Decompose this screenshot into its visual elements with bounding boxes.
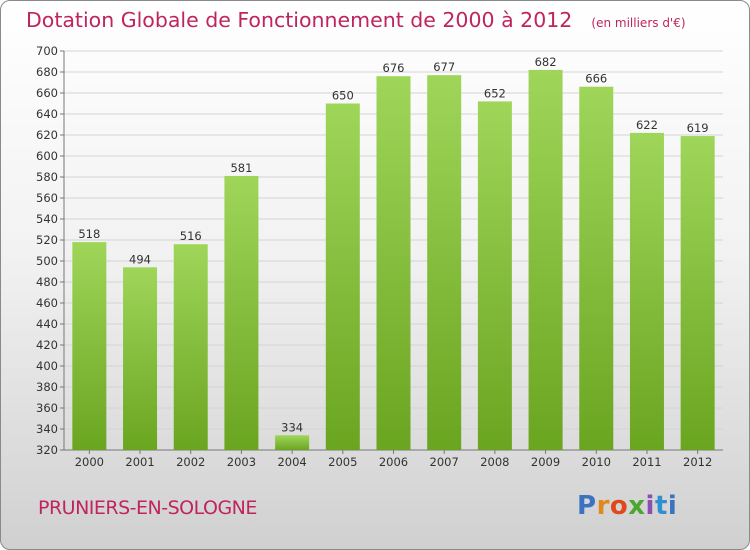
y-tick-label: 320 bbox=[36, 443, 58, 457]
data-label: 677 bbox=[433, 60, 455, 74]
y-tick-label: 340 bbox=[36, 422, 58, 436]
y-tick-label: 480 bbox=[36, 275, 58, 289]
bar-2009 bbox=[528, 69, 563, 451]
y-tick-label: 540 bbox=[36, 212, 58, 226]
data-label: 650 bbox=[332, 89, 354, 103]
logo-letter: i bbox=[645, 491, 655, 521]
x-tick-label: 2007 bbox=[430, 455, 459, 469]
chart-title-row: Dotation Globale de Fonctionnement de 20… bbox=[26, 8, 686, 32]
logo-letter: x bbox=[628, 491, 646, 521]
logo-letter: r bbox=[596, 491, 610, 521]
y-tick-label: 640 bbox=[36, 107, 58, 121]
data-label: 516 bbox=[180, 229, 202, 243]
bar-2002 bbox=[173, 244, 208, 450]
data-labels: 518 494 516 581 334 650 676 677 652 682 666 622 619 bbox=[78, 55, 708, 434]
y-tick-labels: 320 340 360 380 400 420 440 460 480 500 520 540 560 5… bbox=[36, 44, 64, 457]
y-tick-label: 440 bbox=[36, 317, 58, 331]
bar-2007 bbox=[427, 75, 462, 451]
x-tick-label: 2004 bbox=[277, 455, 306, 469]
bars bbox=[72, 69, 715, 451]
bar-2001 bbox=[123, 267, 158, 450]
x-tick-label: 2005 bbox=[328, 455, 357, 469]
bar-2003 bbox=[224, 175, 259, 450]
y-tick-label: 400 bbox=[36, 359, 58, 373]
y-tick-label: 620 bbox=[36, 128, 58, 142]
y-tick-label: 460 bbox=[36, 296, 58, 310]
y-tick-label: 600 bbox=[36, 149, 58, 163]
y-tick-label: 500 bbox=[36, 254, 58, 268]
data-label: 581 bbox=[230, 161, 252, 175]
bar-2005 bbox=[325, 103, 360, 450]
y-tick-label: 360 bbox=[36, 401, 58, 415]
bar-2006 bbox=[376, 76, 411, 450]
data-label: 652 bbox=[484, 86, 506, 100]
logo-letter: t bbox=[654, 491, 668, 521]
y-tick-label: 700 bbox=[36, 44, 58, 58]
commune-name: PRUNIERS-EN-SOLOGNE bbox=[38, 497, 257, 519]
bar-2008 bbox=[477, 101, 512, 451]
data-label: 666 bbox=[585, 72, 607, 86]
data-label: 682 bbox=[535, 55, 557, 69]
y-tick-label: 520 bbox=[36, 233, 58, 247]
bar-2012 bbox=[680, 136, 715, 451]
x-tick-label: 2010 bbox=[582, 455, 611, 469]
chart-title: Dotation Globale de Fonctionnement de 20… bbox=[26, 8, 573, 32]
chart-subtitle: (en milliers d'€) bbox=[591, 16, 686, 30]
y-tick-label: 660 bbox=[36, 86, 58, 100]
data-label: 622 bbox=[636, 118, 658, 132]
proxiti-logo: Proxiti bbox=[577, 491, 677, 521]
x-tick-label: 2009 bbox=[531, 455, 560, 469]
y-tick-label: 560 bbox=[36, 191, 58, 205]
data-label: 518 bbox=[78, 227, 100, 241]
x-tick-labels: 2000 2001 2002 2003 2004 2005 2006 2007 2008 2009… bbox=[75, 450, 712, 469]
y-tick-label: 380 bbox=[36, 380, 58, 394]
y-tick-label: 680 bbox=[36, 65, 58, 79]
logo-letter: i bbox=[667, 491, 678, 521]
y-tick-label: 580 bbox=[36, 170, 58, 184]
x-tick-label: 2001 bbox=[125, 455, 154, 469]
x-tick-label: 2003 bbox=[227, 455, 256, 469]
x-tick-label: 2000 bbox=[75, 455, 104, 469]
bar-2000 bbox=[72, 242, 107, 450]
x-tick-label: 2008 bbox=[480, 455, 509, 469]
logo-letter: o bbox=[609, 491, 629, 521]
data-label: 334 bbox=[281, 420, 303, 434]
data-label: 676 bbox=[383, 61, 405, 75]
x-tick-label: 2002 bbox=[176, 455, 205, 469]
bar-2010 bbox=[579, 86, 614, 450]
bar-2011 bbox=[629, 132, 664, 450]
logo-letter: P bbox=[577, 491, 597, 521]
bar-2004 bbox=[275, 435, 310, 450]
data-label: 619 bbox=[687, 121, 709, 135]
y-tick-label: 420 bbox=[36, 338, 58, 352]
x-tick-label: 2006 bbox=[379, 455, 408, 469]
data-label: 494 bbox=[129, 252, 151, 266]
x-tick-label: 2012 bbox=[683, 455, 712, 469]
x-tick-label: 2011 bbox=[632, 455, 661, 469]
